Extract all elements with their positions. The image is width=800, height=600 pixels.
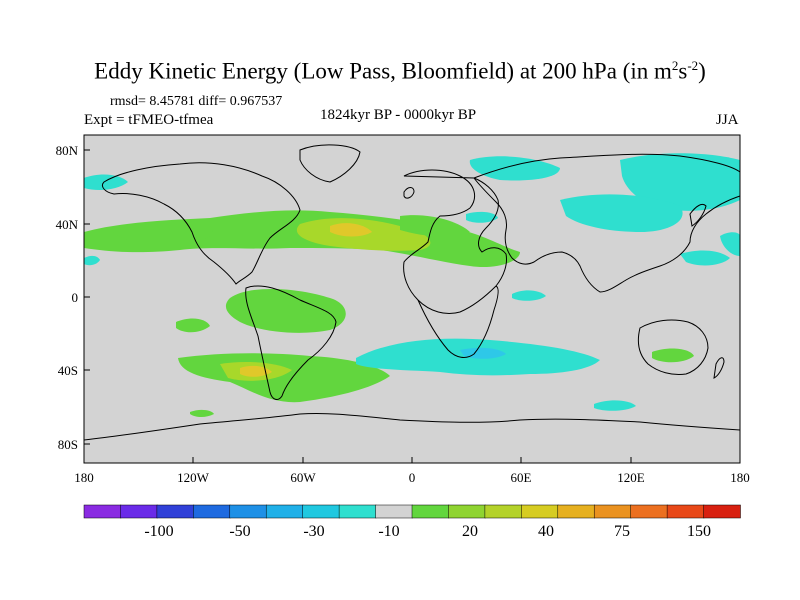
anomaly-pacific-cyan	[84, 255, 100, 266]
rmsd-diff-stats: rmsd= 8.45781 diff= 0.967537	[110, 94, 283, 109]
anomaly-arctic-atlantic-cyan	[84, 174, 128, 190]
coastline-layer	[84, 144, 740, 441]
anomaly-fill-layer	[84, 153, 740, 417]
coast-asia	[473, 153, 740, 293]
anomaly-small-pacific-green	[176, 318, 210, 333]
colorbar-swatch	[521, 504, 559, 519]
coast-north-america	[101, 162, 301, 285]
coast-japan	[689, 203, 707, 227]
anomaly-pacific-green	[110, 223, 213, 244]
colorbar-swatch	[411, 504, 450, 519]
lat-axis: 80N 40N 0 40S 80S	[56, 143, 90, 452]
colorbar-swatch	[375, 504, 413, 519]
anomaly-south-atlantic-small	[190, 409, 214, 417]
colorbar	[83, 504, 741, 519]
coast-uk	[403, 187, 415, 199]
colorbar-swatch	[156, 504, 195, 519]
colorbar-label-7: 75	[614, 523, 630, 540]
lon-label-120e: 120E	[617, 470, 645, 485]
colorbar-label-8: 150	[687, 523, 711, 540]
lon-label-120w: 120W	[177, 470, 210, 485]
lon-axis: 180 120W 60W 0 60E 120E 180	[74, 457, 750, 485]
anomaly-north-pacific-cyan-east	[720, 232, 740, 256]
anomaly-north-atlantic-peak	[330, 223, 372, 237]
coast-south-america	[245, 285, 337, 400]
coast-australia	[637, 319, 709, 375]
coast-greenland	[299, 144, 361, 183]
colorbar-label-3: -30	[303, 523, 324, 540]
colorbar-label-6: 40	[538, 523, 554, 540]
colorbar-label-4: -10	[378, 523, 399, 540]
anomaly-asia-cyan	[560, 194, 683, 232]
colorbar-swatch	[557, 504, 595, 519]
lat-label-0: 0	[72, 290, 79, 305]
lat-label-40n: 40N	[56, 217, 79, 232]
experiment-label: Expt = tFMEO-tfmea	[84, 112, 214, 128]
lon-label-60w: 60W	[290, 470, 316, 485]
colorbar-swatch	[302, 504, 340, 519]
colorbar-swatch	[83, 504, 122, 519]
colorbar-swatch	[703, 504, 741, 519]
anomaly-australia-green	[652, 348, 694, 363]
period-label: 1824kyr BP - 0000kyr BP	[320, 107, 477, 123]
coast-new-zealand	[713, 357, 725, 379]
lat-label-80n: 80N	[56, 143, 79, 158]
lon-label-180w: 180	[74, 470, 94, 485]
lat-label-40s: 40S	[58, 363, 78, 378]
colorbar-swatch	[630, 504, 668, 519]
lon-label-0: 0	[409, 470, 416, 485]
lon-label-180e: 180	[730, 470, 750, 485]
coast-africa-south	[417, 285, 499, 358]
colorbar-swatch	[193, 504, 231, 519]
anomaly-north-atlantic-cyan	[469, 156, 560, 181]
colorbar-label-2: -50	[229, 523, 250, 540]
colorbar-swatch	[338, 504, 377, 519]
lon-label-60e: 60E	[511, 470, 532, 485]
colorbar-swatch	[229, 504, 267, 519]
colorbar-swatch	[120, 504, 158, 519]
colorbar-swatch	[484, 504, 523, 519]
anomaly-west-africa-cyan	[466, 211, 498, 223]
season-label: JJA	[716, 112, 739, 128]
lat-label-80s: 80S	[58, 437, 78, 452]
anomaly-east-asia-cyan	[680, 250, 730, 266]
colorbar-swatch	[666, 504, 705, 519]
colorbar-swatch	[265, 504, 304, 519]
colorbar-swatch	[593, 504, 632, 519]
anomaly-south-ocean-cyan	[594, 400, 636, 411]
anomaly-mediterranean-green	[400, 215, 470, 237]
coast-europe-africa	[403, 169, 507, 314]
anomaly-south-pacific-peak	[240, 365, 272, 377]
colorbar-label-1: -100	[144, 523, 173, 540]
anomaly-siberia-cyan	[620, 153, 740, 211]
colorbar-labels: -100 -50 -30 -10 20 40 75 150	[144, 523, 711, 540]
anomaly-south-america-upper	[225, 288, 346, 333]
coast-antarctica	[84, 412, 740, 441]
anomaly-africa-cyan	[512, 290, 546, 301]
colorbar-label-5: 20	[462, 523, 478, 540]
chart-title: Eddy Kinetic Energy (Low Pass, Bloomfiel…	[94, 58, 706, 84]
colorbar-swatch	[448, 504, 486, 519]
